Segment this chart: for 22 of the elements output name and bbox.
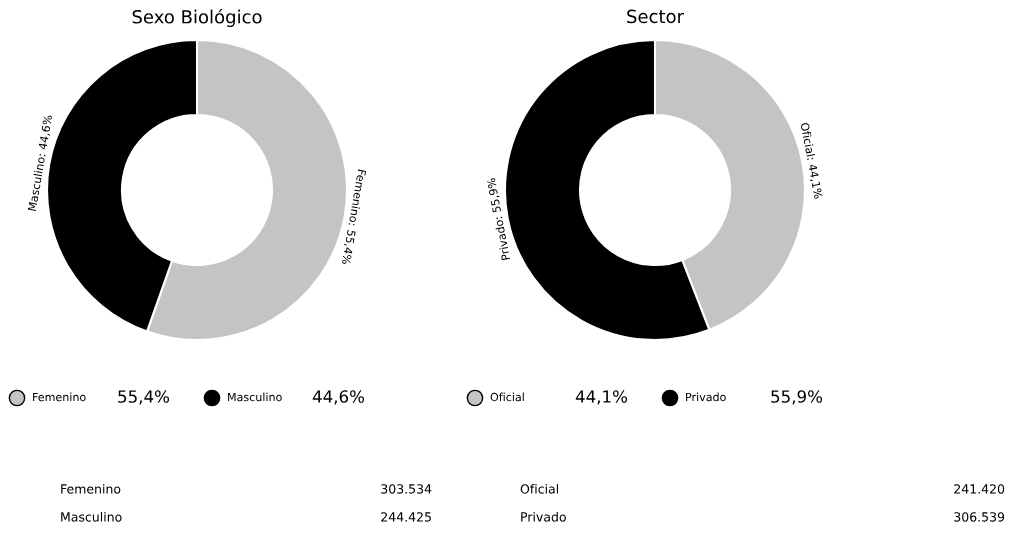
text: Femenino — [61, 483, 121, 494]
text: Masculino — [61, 511, 122, 522]
legend-label: Oficial — [490, 392, 524, 402]
data-label: Femenino: 55,4% — [340, 169, 367, 265]
chart-title: Sexo Biológico — [132, 8, 262, 28]
text: 303.534 — [381, 484, 432, 494]
text: 44,6% — [312, 390, 365, 405]
text: 244.425 — [381, 512, 431, 522]
legend-label: Privado — [686, 392, 726, 402]
legend-label: Masculino — [228, 392, 282, 402]
text: 306.539 — [954, 512, 1005, 522]
text: Privado — [521, 511, 566, 522]
text: 55,4% — [118, 390, 170, 405]
text: Oficial — [520, 483, 559, 494]
legend-label: Femenino — [33, 392, 86, 402]
data-label: Masculino: 44,6% — [27, 114, 54, 212]
text: 55,9% — [771, 390, 823, 405]
text: 241.420 — [954, 484, 1005, 494]
data-label: Oficial: 44,1% — [799, 122, 823, 200]
chart-title: Sector — [627, 9, 685, 24]
data-label: Privado: 55,9% — [486, 177, 512, 261]
text: 44,1% — [575, 390, 628, 405]
